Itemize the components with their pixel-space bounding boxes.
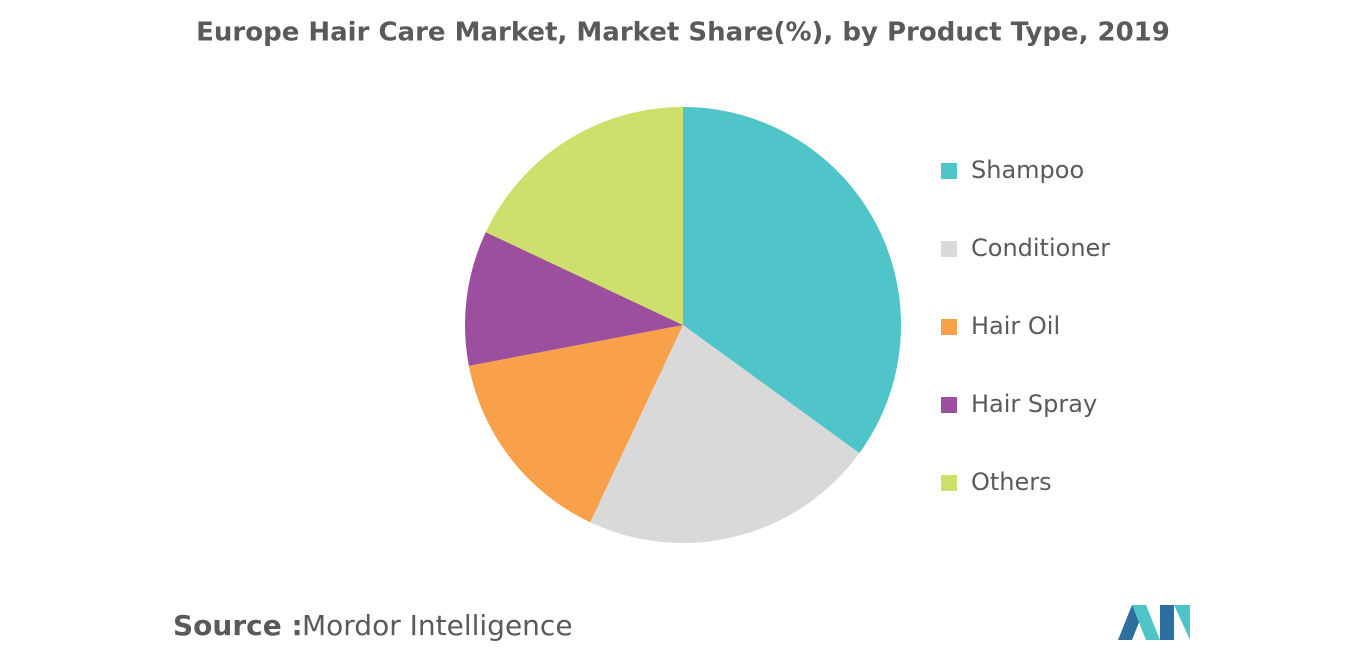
pie-slice (468, 325, 683, 523)
legend-swatch (941, 397, 957, 413)
pie-slice (465, 232, 683, 366)
pie-slice (683, 107, 902, 454)
legend-swatch (941, 241, 957, 257)
pie (465, 107, 902, 543)
pie-slice (485, 107, 683, 325)
source-label: Source : (173, 609, 303, 642)
logo (1118, 605, 1190, 640)
pie-slice (590, 325, 860, 543)
legend-label: Conditioner (971, 234, 1110, 262)
legend-label: Hair Oil (971, 312, 1060, 340)
legend-swatch (941, 475, 957, 491)
chart-title: Europe Hair Care Market, Market Share(%)… (196, 18, 1170, 48)
source-text: Mordor Intelligence (302, 609, 573, 642)
legend-swatch (941, 163, 957, 179)
legend-label: Hair Spray (971, 390, 1097, 418)
legend-label: Shampoo (971, 156, 1084, 184)
legend: Shampoo Conditioner Hair Oil Hair Spray Othe… (941, 156, 1110, 496)
legend-swatch (941, 319, 957, 335)
legend-label: Others (971, 468, 1052, 496)
